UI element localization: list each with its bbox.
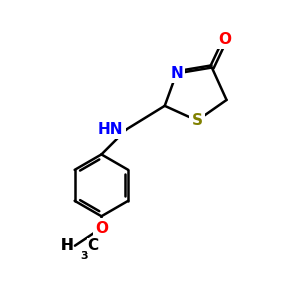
Text: H: H [61, 238, 74, 253]
Text: O: O [95, 220, 108, 236]
Text: HN: HN [98, 122, 124, 137]
Text: S: S [192, 113, 203, 128]
Text: H: H [61, 238, 74, 253]
Text: O: O [219, 32, 232, 47]
Text: N: N [170, 66, 183, 81]
Text: C: C [87, 238, 98, 253]
Text: 3: 3 [80, 251, 88, 261]
